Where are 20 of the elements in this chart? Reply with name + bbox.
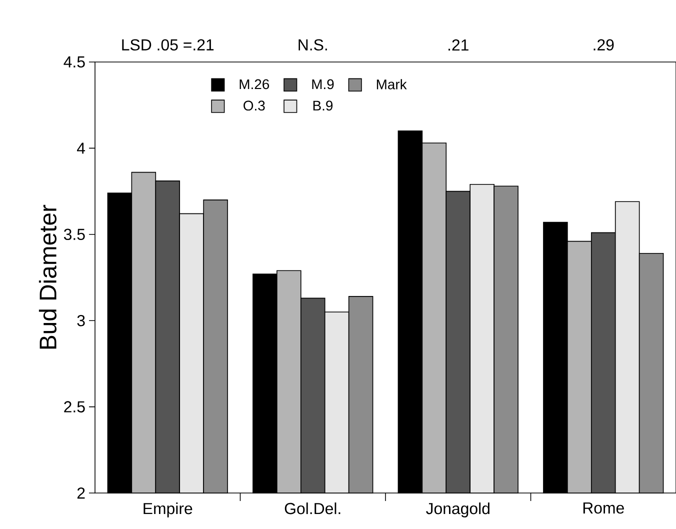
x-tick-label: Empire	[144, 502, 192, 518]
text: LSD .05 =.21	[122, 39, 214, 51]
text: .29	[594, 39, 614, 51]
text: .21	[448, 39, 468, 51]
x-tick-label: Gol.Del.	[284, 502, 340, 514]
legend-label: B.9	[313, 100, 333, 111]
legend-label: M.26	[240, 79, 270, 90]
y-tick-label: 4.5	[64, 56, 85, 68]
y-tick-label: 2.5	[64, 401, 85, 412]
y-axis-title: Bud Diameter	[38, 204, 56, 349]
text: N.S.	[298, 39, 327, 51]
legend-label: Mark	[376, 79, 407, 90]
y-tick-label: 3.5	[64, 228, 85, 240]
legend-label: O.3	[244, 100, 265, 111]
legend-label: M.9	[312, 79, 334, 90]
y-tick-label: 2	[77, 487, 85, 499]
y-tick-label: 3	[77, 314, 85, 326]
y-tick-label: 4	[76, 142, 86, 154]
x-tick-label: Rome	[583, 502, 624, 514]
x-tick-label: Jonagold	[426, 502, 490, 518]
